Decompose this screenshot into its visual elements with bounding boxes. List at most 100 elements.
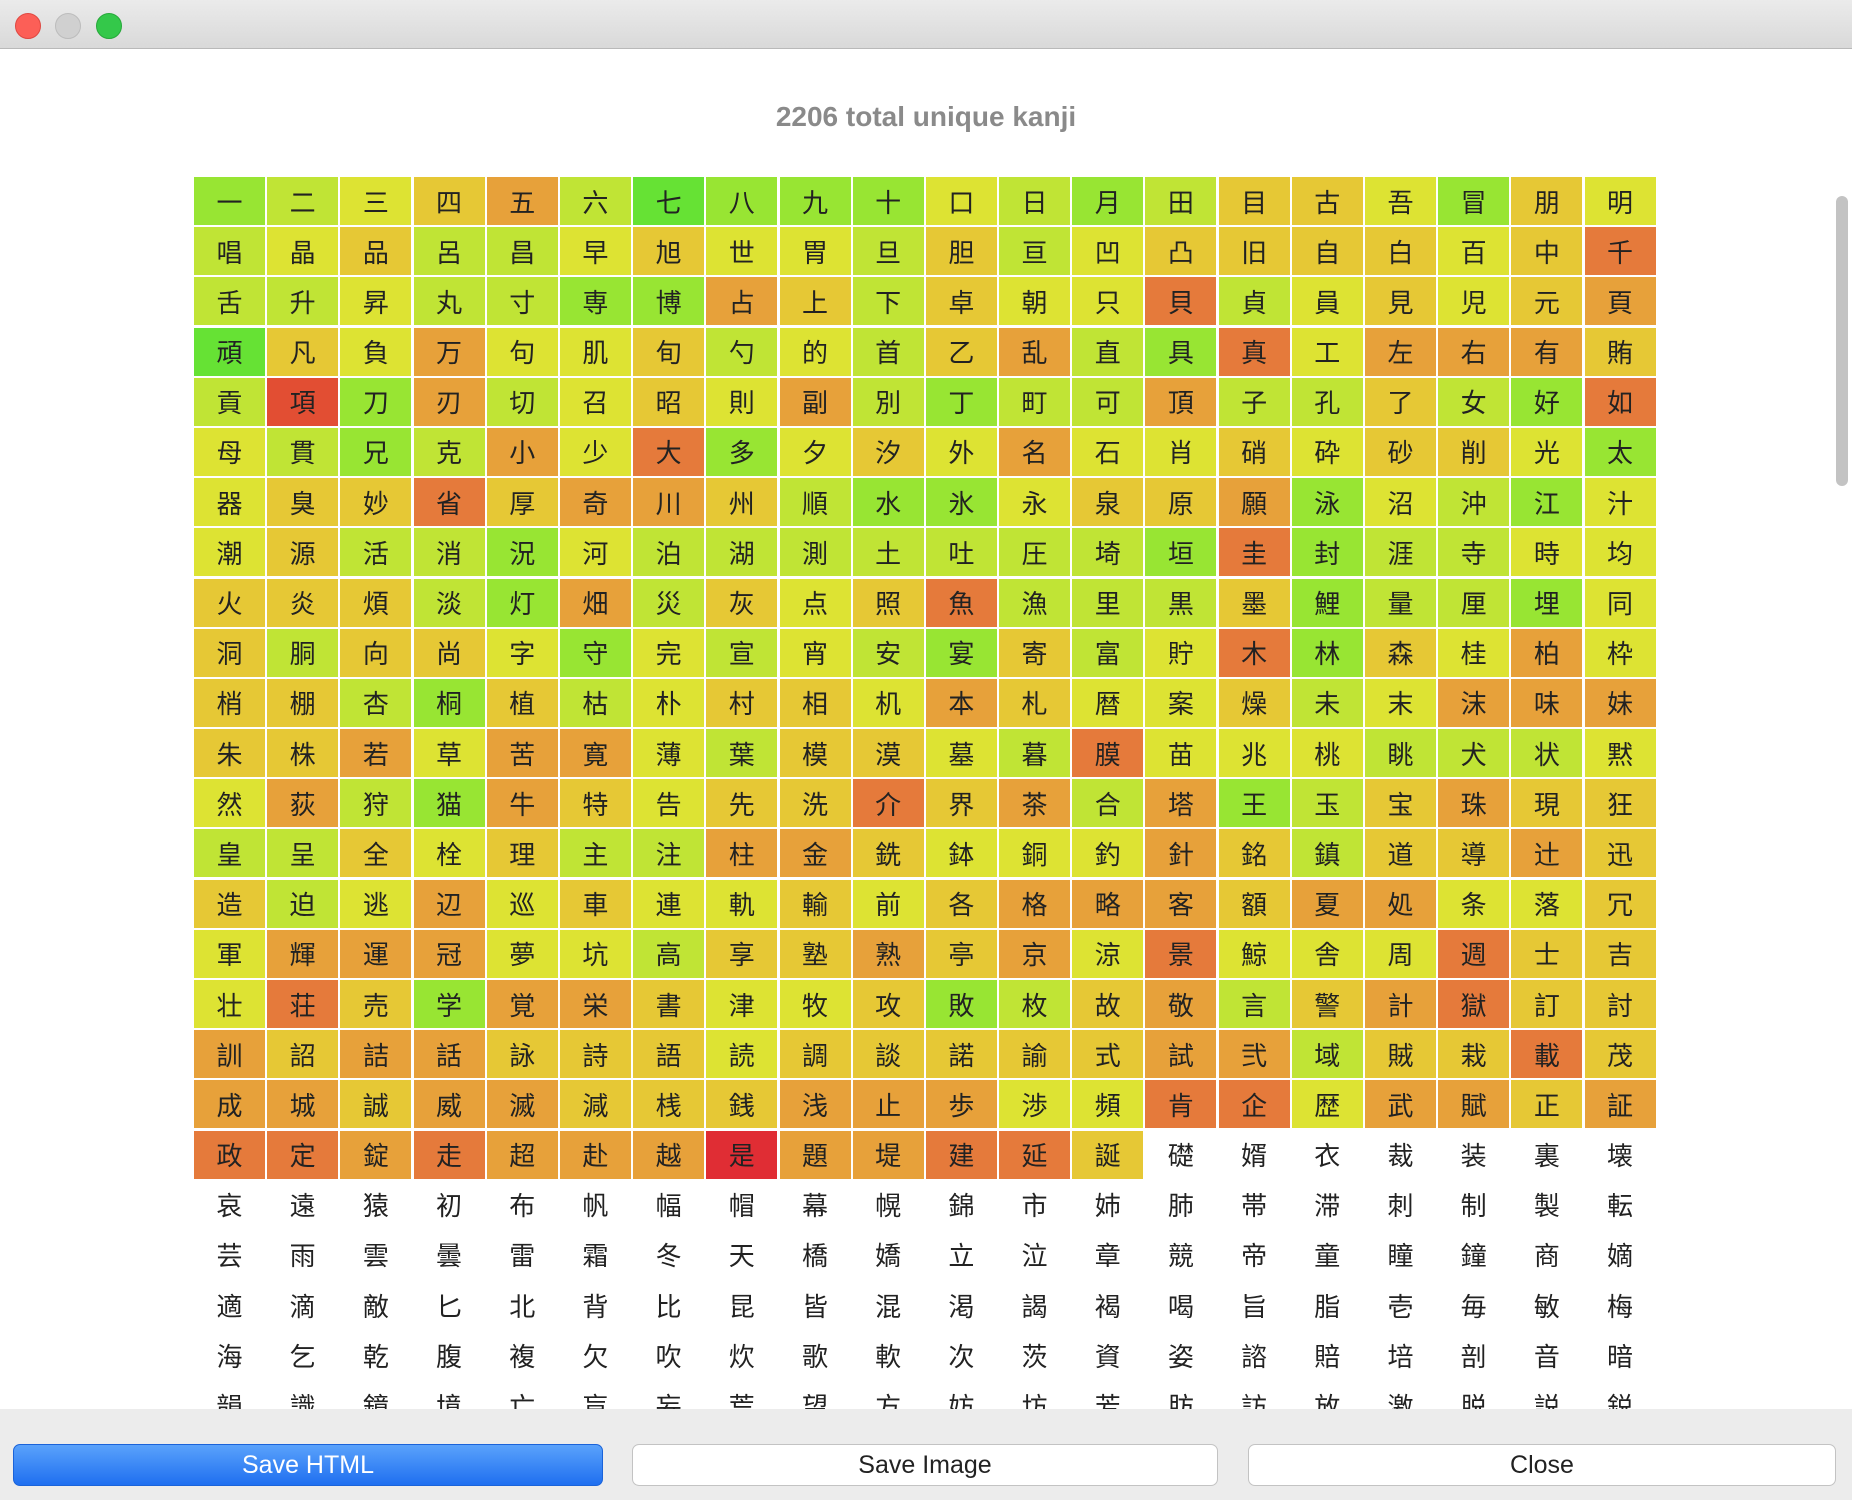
kanji-cell: 墨 [1218,578,1290,627]
kanji-cell: 膜 [1072,729,1144,778]
kanji-cell: 茨 [999,1331,1071,1380]
kanji-cell: 猿 [340,1180,412,1229]
kanji-cell: 児 [1438,277,1510,326]
kanji-cell: 敬 [1145,980,1217,1028]
kanji-cell: 宴 [925,628,997,677]
kanji-cell: 田 [1145,177,1217,225]
kanji-cell: 方 [852,1381,924,1409]
kanji-cell: 女 [1438,377,1510,426]
minimize-window-icon[interactable] [55,13,81,39]
kanji-cell: 額 [1218,879,1290,928]
kanji-cell: 冠 [413,929,485,978]
kanji-cell: 月 [1072,177,1144,225]
close-window-icon[interactable] [15,13,41,39]
zoom-window-icon[interactable] [96,13,122,39]
kanji-cell: 昇 [340,277,412,326]
kanji-cell: 桃 [1291,729,1363,778]
kanji-cell: 比 [633,1281,705,1330]
kanji-cell: 貢 [194,377,265,426]
kanji-cell: 詩 [559,1030,631,1079]
kanji-cell: 刺 [1365,1180,1436,1229]
kanji-cell: 災 [633,578,705,627]
kanji-cell: 越 [633,1130,705,1179]
kanji-cell: 九 [779,177,851,225]
kanji-cell: 各 [925,879,997,928]
kanji-cell: 成 [194,1080,265,1129]
kanji-cell: 専 [559,277,631,326]
save-image-button[interactable]: Save Image [632,1444,1218,1486]
kanji-cell: 辻 [1511,829,1583,878]
kanji-cell: 味 [1511,678,1583,727]
kanji-cell: 好 [1511,377,1583,426]
kanji-cell: 脂 [1291,1281,1363,1330]
kanji-cell: 升 [267,277,339,326]
kanji-cell: 札 [999,678,1071,727]
kanji-cell: 複 [486,1331,558,1380]
kanji-cell: 枯 [559,678,631,727]
kanji-cell: 明 [1584,177,1656,225]
kanji-cell: 針 [1145,829,1217,878]
kanji-cell: 員 [1291,277,1363,326]
kanji-cell: 故 [1072,980,1144,1028]
kanji-cell: 黒 [1145,578,1217,627]
kanji-cell: 荒 [706,1381,778,1409]
kanji-cell: 落 [1511,879,1583,928]
kanji-cell: 泉 [1072,478,1144,527]
kanji-cell: 延 [999,1130,1071,1179]
kanji-cell: 舌 [194,277,265,326]
kanji-cell: 博 [633,277,705,326]
kanji-cell: 市 [999,1180,1071,1229]
kanji-cell: 鐘 [1438,1230,1510,1279]
kanji-cell: 万 [413,327,485,376]
kanji-cell: 四 [413,177,485,225]
kanji-cell: 夕 [779,427,851,476]
kanji-cell: 臭 [267,478,339,527]
kanji-cell: 理 [486,829,558,878]
kanji-cell: 圭 [1218,528,1290,577]
kanji-cell: 状 [1511,729,1583,778]
close-button[interactable]: Close [1248,1444,1836,1486]
kanji-cell: 漠 [852,729,924,778]
kanji-cell: 音 [1511,1331,1583,1380]
kanji-cell: 姉 [1072,1180,1144,1229]
kanji-cell: 泣 [999,1230,1071,1279]
save-html-button[interactable]: Save HTML [13,1444,603,1486]
kanji-cell: 潮 [194,528,265,577]
kanji-cell: 城 [267,1080,339,1129]
report-content: 2206 total unique kanji 一二三四五六七八九十口日月田目古… [0,49,1852,1409]
kanji-cell: 士 [1511,929,1583,978]
kanji-cell: 刀 [340,377,412,426]
vertical-scrollbar[interactable] [1834,176,1850,1406]
kanji-cell: 光 [1511,427,1583,476]
kanji-cell: 三 [340,177,412,225]
kanji-cell: 量 [1365,578,1436,627]
kanji-cell: 貯 [1145,628,1217,677]
kanji-cell: 迅 [1584,829,1656,878]
kanji-cell: 金 [779,829,851,878]
kanji-cell: 栽 [1438,1030,1510,1079]
kanji-cell: 乾 [340,1331,412,1380]
kanji-cell: 是 [706,1130,778,1179]
kanji-cell: 机 [852,678,924,727]
kanji-cell: 晶 [267,227,339,276]
kanji-cell: 軍 [194,929,265,978]
kanji-cell: 脱 [1438,1381,1510,1409]
kanji-cell: 布 [486,1180,558,1229]
kanji-cell: 消 [413,528,485,577]
kanji-cell: 語 [633,1030,705,1079]
kanji-cell: 町 [999,377,1071,426]
kanji-cell: 封 [1291,528,1363,577]
kanji-cell: 克 [413,427,485,476]
kanji-cell: 頂 [1145,377,1217,426]
kanji-cell: 則 [706,377,778,426]
kanji-cell: 枠 [1584,628,1656,677]
kanji-cell: 夢 [486,929,558,978]
kanji-cell: 切 [486,377,558,426]
kanji-cell: 朝 [999,277,1071,326]
kanji-cell: 肺 [1145,1180,1217,1229]
scrollbar-thumb[interactable] [1836,196,1848,486]
kanji-cell: 京 [999,929,1071,978]
kanji-cell: 塾 [779,929,851,978]
kanji-cell: 境 [413,1381,485,1409]
kanji-cell: 逃 [340,879,412,928]
